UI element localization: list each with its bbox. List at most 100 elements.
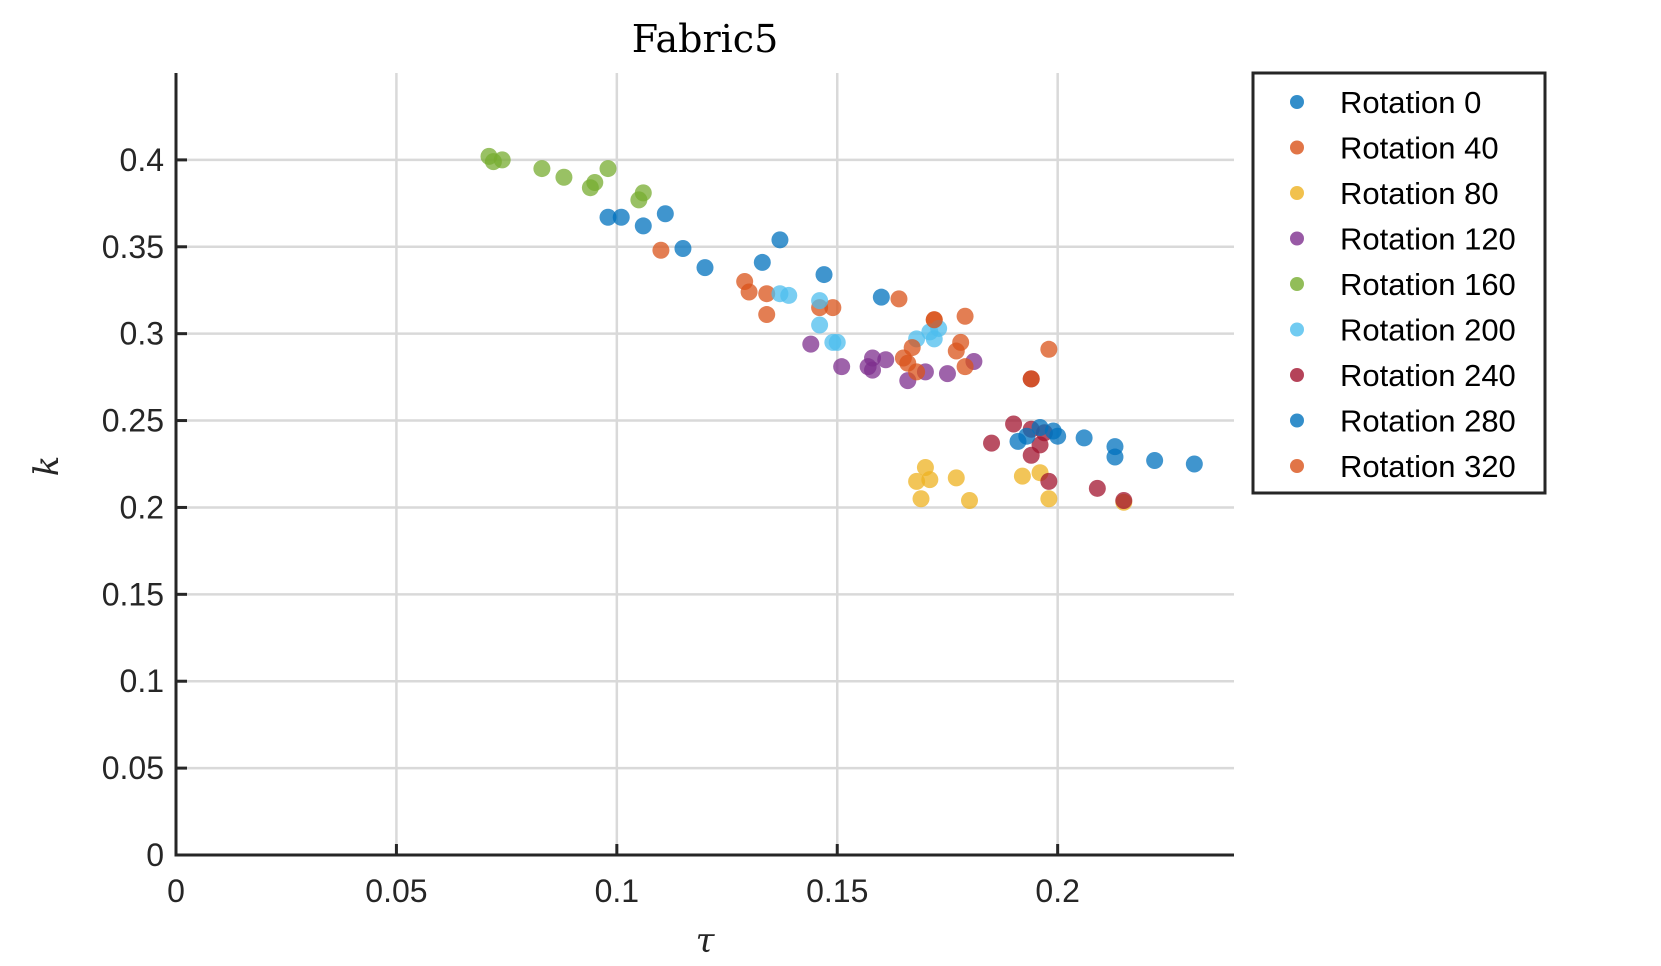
data-point	[758, 306, 776, 324]
data-point	[908, 472, 926, 490]
y-tick-label: 0.1	[120, 663, 164, 699]
data-point	[753, 253, 771, 271]
data-point	[771, 231, 789, 249]
data-point	[1022, 370, 1040, 388]
data-point	[1013, 467, 1031, 485]
legend-items: Rotation 0 Rotation 40 Rotation 80 Rotation…	[1290, 85, 1516, 484]
x-tick-label: 0.15	[806, 873, 868, 909]
data-point	[652, 241, 670, 259]
data-point	[864, 361, 882, 379]
data-point	[612, 208, 630, 226]
data-point	[1049, 427, 1067, 445]
data-point	[1106, 448, 1124, 466]
data-point	[599, 208, 617, 226]
series-rotation-8	[894, 311, 1058, 388]
data-point	[833, 358, 851, 376]
x-tick-label: 0.2	[1035, 873, 1079, 909]
y-tick-label: 0.35	[102, 229, 164, 265]
grid-lines	[176, 73, 1234, 855]
data-point	[877, 351, 895, 369]
data-point	[674, 240, 692, 258]
data-point	[1031, 419, 1049, 437]
x-axis-label: τ	[696, 921, 716, 961]
data-point	[1075, 429, 1093, 447]
data-points	[480, 147, 1203, 511]
data-point	[961, 491, 978, 509]
legend-label: Rotation 200	[1340, 313, 1516, 348]
legend-label: Rotation 280	[1340, 404, 1516, 439]
data-point	[912, 490, 930, 508]
data-point	[802, 335, 820, 353]
data-point	[890, 290, 908, 308]
series-rotation-1	[652, 241, 974, 329]
data-point	[925, 311, 943, 329]
y-tick-label: 0.4	[120, 142, 164, 178]
data-point	[908, 363, 926, 381]
chart-title: Fabric5	[632, 17, 779, 61]
data-point	[1040, 472, 1058, 490]
data-point	[872, 288, 890, 306]
y-tick-label: 0	[146, 837, 164, 873]
data-point	[533, 160, 551, 178]
y-tick-label: 0.05	[102, 750, 164, 786]
data-point	[903, 339, 921, 357]
data-point	[740, 283, 758, 301]
data-point	[696, 259, 714, 277]
legend-label: Rotation 160	[1340, 267, 1516, 302]
data-point	[1040, 340, 1058, 358]
data-point	[1040, 490, 1058, 508]
data-point	[811, 316, 829, 334]
data-point	[956, 307, 974, 325]
legend-marker	[1290, 322, 1304, 337]
legend-marker	[1290, 231, 1304, 246]
legend-marker	[1290, 459, 1304, 473]
series-rotation-5	[771, 285, 948, 351]
data-point	[815, 266, 833, 284]
data-point	[938, 365, 956, 383]
series-rotation-0	[599, 205, 890, 306]
series-rotation-7	[1009, 419, 1203, 473]
x-tick-label: 0.1	[595, 873, 639, 909]
data-point	[634, 217, 652, 235]
data-point	[956, 358, 974, 376]
data-point	[1005, 415, 1023, 433]
axes	[174, 73, 1234, 857]
legend: Rotation 0 Rotation 40 Rotation 80 Rotation…	[1251, 71, 1547, 495]
legend-label: Rotation 0	[1340, 85, 1481, 120]
legend-label: Rotation 80	[1340, 176, 1499, 211]
data-point	[1185, 455, 1203, 473]
legend-marker	[1290, 140, 1304, 155]
data-point	[493, 151, 511, 169]
x-tick-label: 0.05	[365, 873, 427, 909]
data-point	[811, 292, 829, 310]
data-point	[599, 160, 617, 178]
data-point	[634, 184, 652, 202]
legend-marker	[1290, 186, 1304, 200]
data-point	[983, 434, 1001, 452]
data-point	[586, 173, 604, 191]
y-tick-label: 0.3	[120, 316, 164, 352]
tick-labels: 0 0.05 0.1 0.15 0.2 0 0.05 0.1 0.15 0.2 0.25 0.3 0.3…	[102, 142, 1080, 909]
legend-label: Rotation 320	[1340, 449, 1516, 484]
data-point	[758, 285, 776, 303]
data-point	[1115, 491, 1133, 509]
data-point	[1018, 427, 1036, 445]
legend-label: Rotation 40	[1340, 131, 1499, 166]
y-tick-label: 0.2	[120, 489, 164, 525]
legend-label: Rotation 240	[1340, 358, 1516, 393]
data-point	[947, 469, 965, 487]
axis-lines	[174, 73, 1234, 857]
data-point	[824, 299, 842, 317]
y-tick-label: 0.15	[102, 576, 164, 612]
data-point	[921, 471, 939, 489]
legend-marker	[1290, 277, 1304, 291]
data-point	[555, 168, 573, 186]
legend-marker	[1290, 368, 1304, 382]
data-point	[828, 333, 846, 351]
x-tick-label: 0	[167, 873, 185, 909]
series-rotation-4	[480, 147, 652, 209]
data-point	[1146, 452, 1164, 470]
y-axis-label: k	[27, 456, 67, 477]
legend-marker	[1290, 95, 1304, 109]
